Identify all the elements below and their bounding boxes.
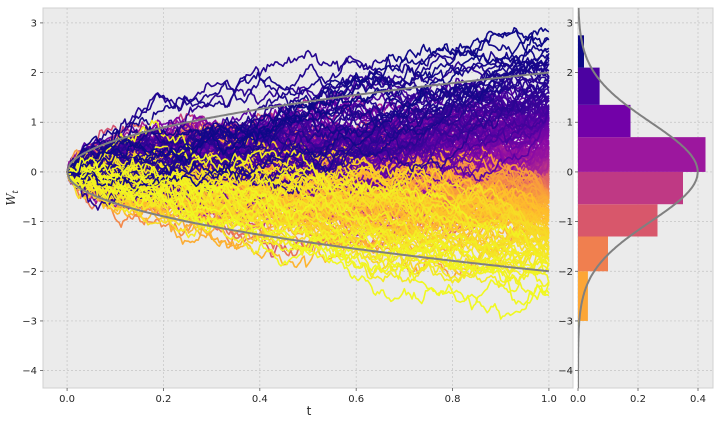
hist-y-tick-label: 2 (567, 68, 573, 79)
main-y-tick-label: 2 (31, 68, 37, 79)
svg-text:Wt: Wt (4, 189, 20, 205)
hist-y-tick-label: 1 (567, 118, 573, 129)
hist-x-tick-label: 0.0 (570, 394, 586, 405)
histogram-panel: 0.0 0.2 0.4 −4 −3 −2 −1 0 1 2 3 (558, 7, 714, 405)
brownian-path (66, 168, 550, 320)
hist-y-tick-label: −4 (558, 366, 573, 377)
brownian-paths (66, 27, 550, 320)
main-x-tick-label: 0.4 (252, 394, 268, 405)
envelope-upper (66, 71, 549, 173)
brownian-path (66, 171, 550, 265)
x-axis-label: t (307, 404, 312, 418)
main-y-ticks: −4 −3 −2 −1 0 1 2 3 (22, 18, 43, 377)
main-x-tick-label: 0.2 (156, 394, 172, 405)
main-y-tick-label: 3 (31, 18, 37, 29)
brownian-path (66, 161, 550, 272)
brownian-path (66, 162, 550, 274)
brownian-path (66, 157, 550, 311)
histogram-bar (578, 67, 600, 105)
main-y-tick-label: −2 (22, 267, 37, 278)
y-axis-label: Wt (4, 189, 20, 205)
histogram-bar (578, 236, 608, 272)
hist-y-tick-label: 0 (567, 167, 573, 178)
main-x-tick-label: 0.8 (445, 394, 461, 405)
main-y-tick-label: −4 (22, 366, 37, 377)
normal-pdf-line (578, 8, 699, 388)
main-x-ticks: 0.0 0.2 0.4 0.6 0.8 1.0 (59, 388, 557, 405)
histogram-bar (578, 204, 658, 237)
brownian-path (66, 45, 550, 181)
main-x-tick-label: 1.0 (541, 394, 557, 405)
y-axis-label-sub: t (11, 189, 20, 193)
normal-pdf-curve (578, 8, 699, 388)
brownian-path (66, 39, 550, 173)
main-x-tick-label: 0.6 (348, 394, 364, 405)
brownian-path (66, 61, 550, 177)
main-y-tick-label: −3 (22, 316, 37, 327)
brownian-path (66, 57, 550, 185)
sqrt-envelope (66, 71, 550, 273)
main-y-tick-label: 1 (31, 118, 37, 129)
y-axis-label-main: W (4, 192, 18, 206)
hist-x-tick-label: 0.4 (690, 394, 706, 405)
hist-x-tick-label: 0.2 (630, 394, 646, 405)
hist-y-tick-label: −3 (558, 316, 573, 327)
main-x-tick-label: 0.0 (59, 394, 75, 405)
brownian-path (66, 65, 550, 178)
hist-y-tick-label: 3 (567, 18, 573, 29)
histogram-bar (578, 171, 683, 205)
main-y-tick-label: 0 (31, 167, 37, 178)
histogram-bar (578, 137, 706, 172)
histogram-bar (578, 35, 584, 68)
brownian-path (66, 161, 550, 284)
brownian-path (66, 49, 550, 173)
envelope-lower (66, 171, 550, 273)
hist-y-ticks: −4 −3 −2 −1 0 1 2 3 (558, 18, 578, 377)
hist-y-tick-label: −2 (558, 267, 573, 278)
hist-x-ticks: 0.0 0.2 0.4 (570, 388, 706, 405)
brownian-path (66, 171, 550, 301)
brownian-path (66, 157, 550, 280)
hist-y-tick-label: −1 (558, 217, 573, 228)
histogram-bar (578, 104, 631, 138)
brownian-path (66, 27, 550, 175)
main-y-tick-label: −1 (22, 217, 37, 228)
brownian-path (66, 160, 550, 281)
brownian-path (66, 29, 549, 193)
main-panel: 0.0 0.2 0.4 0.6 0.8 1.0 −4 −3 −2 −1 0 1 2 3 t Wt (4, 7, 574, 418)
